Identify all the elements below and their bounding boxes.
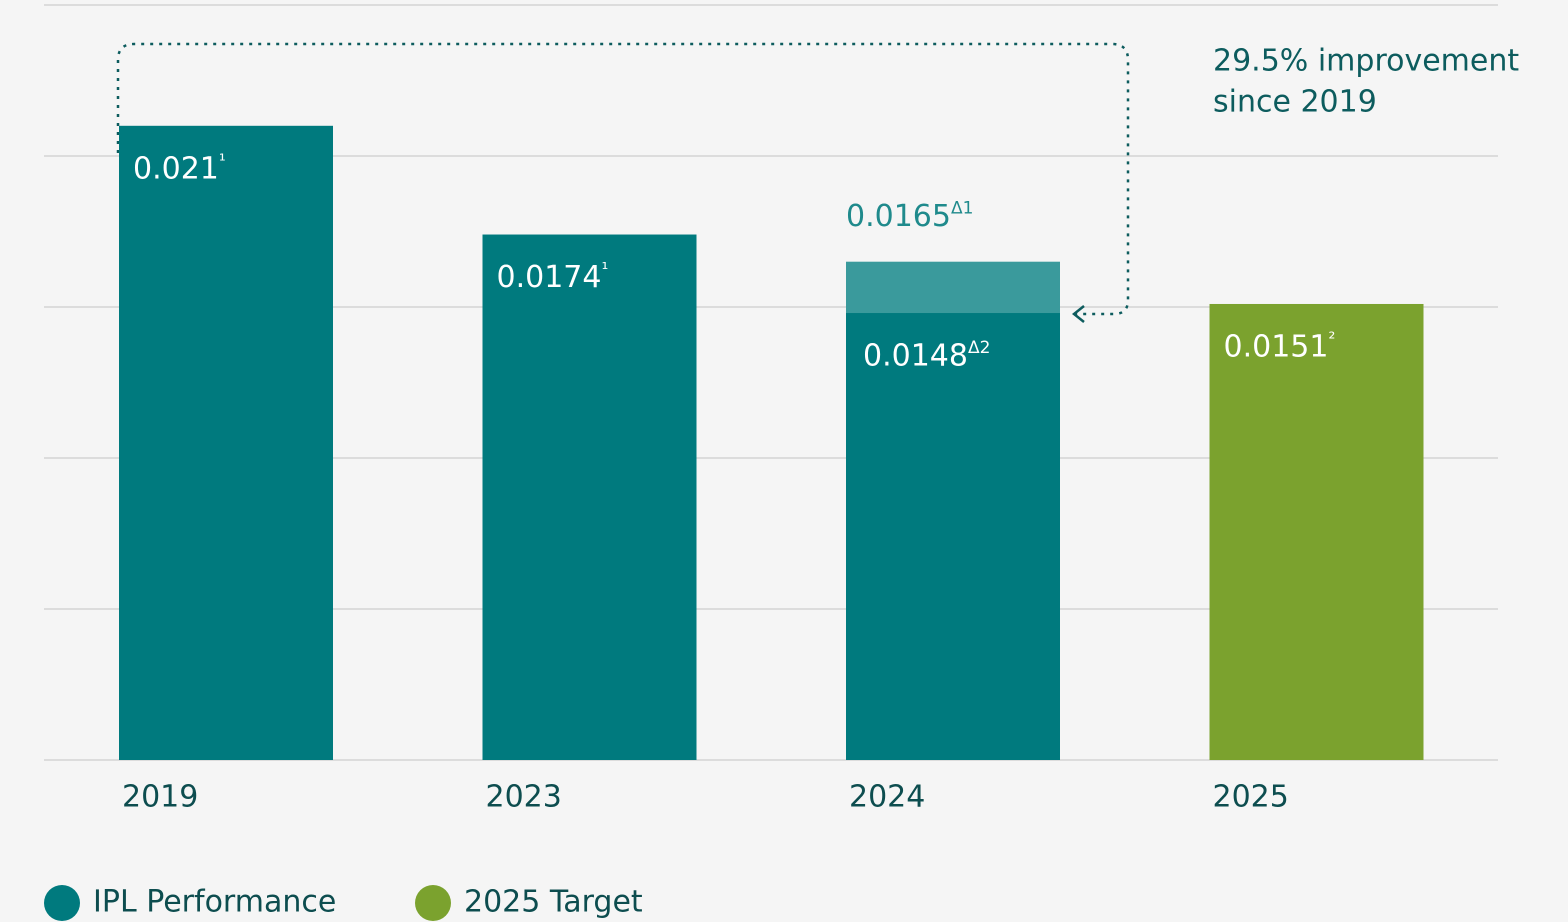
x-tick-label: 2019 xyxy=(122,780,198,815)
value-label: 0.021¹ xyxy=(133,151,226,187)
x-tick-label: 2024 xyxy=(849,780,925,815)
annotation: since 2019 xyxy=(1213,85,1377,120)
annotation: 29.5% improvement xyxy=(1213,44,1519,79)
x-tick-label: 2023 xyxy=(486,780,562,815)
legend-swatch xyxy=(415,885,451,921)
connector xyxy=(116,42,1130,316)
bar xyxy=(119,125,333,761)
value-label: 0.0174¹ xyxy=(497,260,609,296)
bar xyxy=(846,313,1060,760)
arrow-head xyxy=(1071,305,1085,323)
legend-swatch xyxy=(44,885,80,921)
x-tick-label: 2025 xyxy=(1213,780,1289,815)
legend-label: IPL Performance xyxy=(93,885,336,920)
legend-label: 2025 Target xyxy=(464,885,643,920)
value-label: 0.0151² xyxy=(1224,329,1336,365)
bar xyxy=(482,234,697,760)
bar xyxy=(1209,303,1424,760)
